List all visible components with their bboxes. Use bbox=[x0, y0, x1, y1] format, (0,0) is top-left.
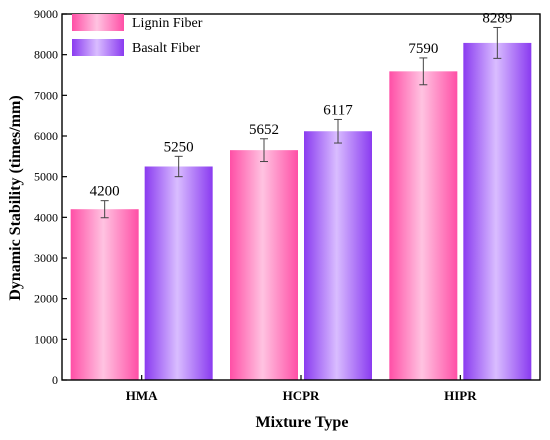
y-tick-label: 8000 bbox=[34, 48, 58, 62]
data-label: 4200 bbox=[90, 184, 120, 200]
y-tick-label: 1000 bbox=[34, 332, 58, 346]
bar-basalt-fiber-hcpr bbox=[304, 131, 372, 380]
x-tick-label: HIPR bbox=[444, 388, 477, 403]
error-bar bbox=[334, 118, 342, 144]
data-label: 6117 bbox=[323, 102, 353, 118]
y-tick-label: 4000 bbox=[34, 210, 58, 224]
labels-layer: 4200 5250 5652 6117 7590 8289 bbox=[90, 10, 512, 219]
bar-basalt-fiber-hma bbox=[144, 166, 213, 380]
legend-label: Lignin Fiber bbox=[132, 16, 203, 31]
legend-swatch bbox=[72, 39, 124, 56]
data-label: 8289 bbox=[482, 10, 512, 26]
error-bar bbox=[419, 57, 428, 86]
y-tick-label: 3000 bbox=[34, 251, 58, 265]
error-bar bbox=[174, 155, 183, 178]
x-tick-label: HMA bbox=[126, 388, 158, 403]
axes-layer: 0 1000 2000 3000 4000 5000 6000 7000 8000 9000 HMA… bbox=[34, 7, 541, 403]
bar-basalt-fiber-hipr bbox=[463, 42, 532, 380]
bar-lignin-fiber-hipr bbox=[389, 71, 458, 380]
y-tick-label: 5000 bbox=[34, 170, 58, 184]
legend-swatch bbox=[72, 14, 124, 31]
data-label: 5652 bbox=[249, 122, 279, 138]
error-bar bbox=[260, 138, 268, 163]
error-bar bbox=[493, 26, 502, 59]
data-label: 7590 bbox=[408, 41, 438, 57]
bar-lignin-fiber-hma bbox=[70, 209, 139, 380]
bar-lignin-fiber-hcpr bbox=[230, 150, 298, 380]
y-tick-label: 9000 bbox=[34, 7, 58, 21]
y-tick-label: 6000 bbox=[34, 129, 58, 143]
legend: Lignin Fiber Basalt Fiber bbox=[72, 14, 203, 56]
legend-label: Basalt Fiber bbox=[132, 41, 200, 56]
bars-layer bbox=[70, 42, 532, 380]
data-label: 5250 bbox=[164, 139, 194, 155]
error-bar bbox=[100, 200, 109, 219]
x-tick-label: HCPR bbox=[283, 388, 320, 403]
y-tick-label: 0 bbox=[52, 373, 58, 387]
y-tick-label: 2000 bbox=[34, 292, 58, 306]
y-axis-title: Dynamic Stability (times/mm) bbox=[7, 95, 24, 300]
y-tick-label: 7000 bbox=[34, 88, 58, 102]
x-axis-title: Mixture Type bbox=[256, 414, 349, 431]
